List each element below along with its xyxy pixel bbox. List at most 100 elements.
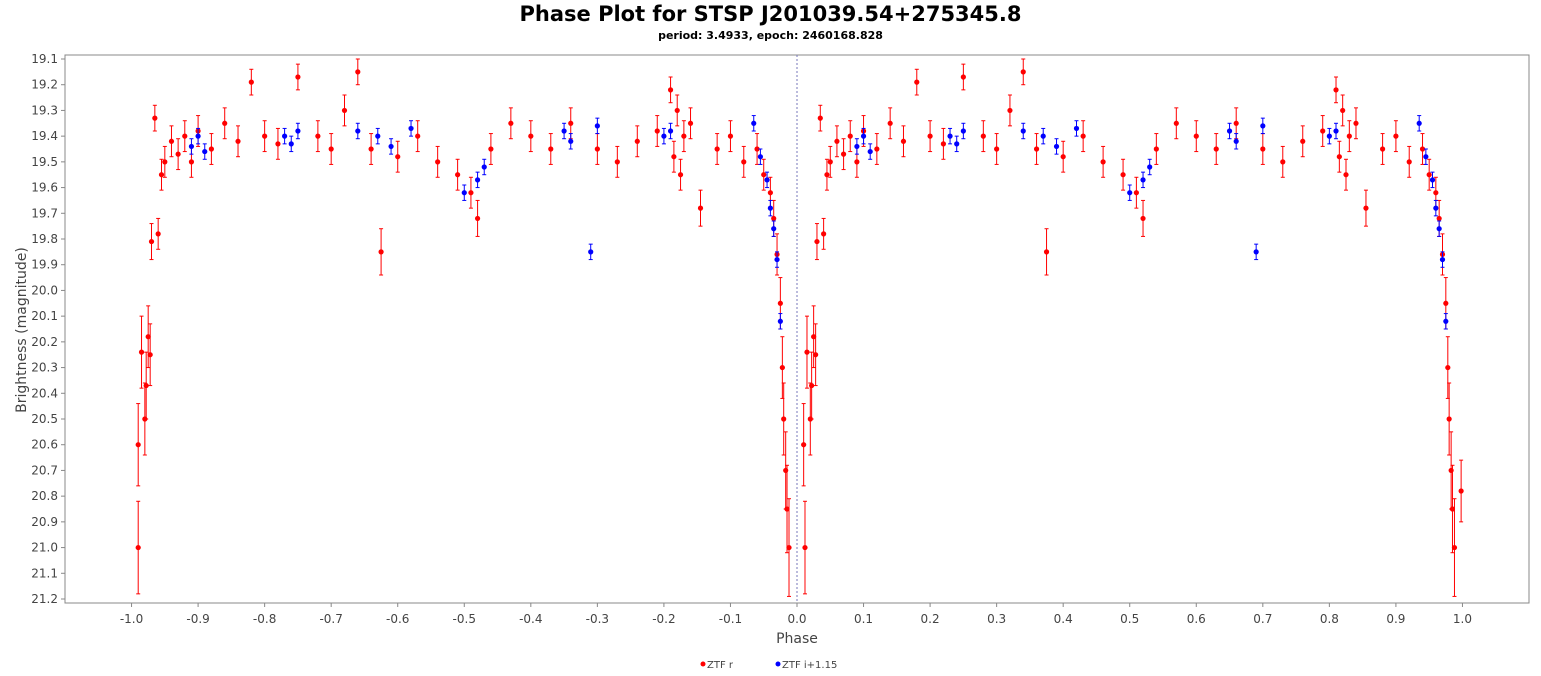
ztf-i-marker — [661, 133, 667, 139]
ztf-r-point — [341, 94, 348, 127]
ztf-r-point — [840, 138, 847, 171]
x-tick-label: 0.3 — [987, 612, 1006, 626]
ztf-r-marker — [415, 133, 421, 139]
ztf-r-point — [135, 403, 141, 487]
y-tick-label: 19.4 — [31, 129, 58, 143]
ztf-r-point — [1140, 199, 1146, 237]
x-tick-label: -0.9 — [186, 612, 209, 626]
ztf-r-marker — [262, 133, 268, 139]
ztf-i-marker — [594, 123, 600, 129]
ztf-i-point — [375, 127, 381, 145]
ztf-i-marker — [1253, 249, 1259, 255]
ztf-i-point — [954, 135, 960, 153]
ztf-r-point — [1363, 189, 1369, 227]
ztf-r-marker — [813, 352, 819, 358]
ztf-r-point — [148, 223, 155, 261]
ztf-r-point — [143, 351, 149, 420]
ztf-r-marker — [175, 151, 181, 157]
ztf-r-marker — [188, 159, 195, 165]
ztf-r-marker — [1406, 159, 1412, 165]
ztf-r-point — [1043, 228, 1050, 276]
ztf-r-marker — [548, 146, 554, 152]
ztf-r-marker — [802, 544, 808, 551]
y-tick-label: 21.2 — [31, 592, 58, 606]
x-tick-label: 0.0 — [787, 612, 806, 626]
ztf-r-marker — [727, 133, 734, 139]
ztf-r-point — [1353, 107, 1359, 140]
ztf-r-marker — [821, 231, 827, 237]
y-tick-label: 20.5 — [31, 412, 58, 426]
ztf-i-marker — [1416, 120, 1422, 126]
ztf-r-point — [1446, 382, 1452, 456]
ztf-r-point — [654, 115, 660, 147]
ztf-r-marker — [809, 382, 815, 389]
ztf-i-point — [1326, 127, 1332, 145]
ztf-r-marker — [435, 159, 441, 165]
ztf-i-point — [474, 171, 481, 189]
ztf-i-marker — [777, 318, 783, 324]
ztf-r-point — [714, 133, 720, 165]
ztf-i-point — [1140, 171, 1146, 189]
x-tick-label: -0.6 — [386, 612, 409, 626]
ztf-i-marker — [757, 154, 764, 160]
ztf-r-point — [1380, 133, 1386, 165]
ztf-i-marker — [375, 133, 381, 139]
x-tick-label: 0.7 — [1253, 612, 1272, 626]
ztf-r-point — [1007, 94, 1013, 127]
ztf-i-point — [767, 199, 773, 217]
ztf-i-marker — [767, 205, 773, 211]
ztf-r-marker — [980, 133, 986, 139]
ztf-r-marker — [1020, 69, 1026, 75]
y-tick-label: 19.1 — [31, 52, 58, 66]
ztf-i-marker — [1433, 205, 1439, 211]
y-tick-label: 19.9 — [31, 258, 58, 272]
ztf-i-marker — [1443, 318, 1449, 324]
ztf-r-point — [1336, 140, 1342, 173]
ztf-r-marker — [1153, 146, 1159, 152]
ztf-r-point — [222, 107, 228, 140]
ztf-r-marker — [834, 138, 840, 144]
ztf-r-point — [368, 133, 374, 165]
ztf-i-marker — [960, 128, 966, 134]
ztf-i-point — [1260, 117, 1266, 135]
ztf-r-marker — [135, 442, 141, 448]
legend-label-ztf-i: ZTF i+1.15 — [782, 660, 837, 671]
ztf-r-marker — [681, 133, 687, 139]
ztf-i-point — [960, 122, 966, 140]
ztf-r-marker — [147, 352, 153, 358]
series-ztf-r — [135, 58, 1464, 597]
ztf-i-marker — [1260, 123, 1266, 129]
ztf-r-marker — [781, 416, 787, 422]
ztf-r-marker — [840, 151, 847, 157]
ztf-r-point — [1173, 107, 1179, 140]
ztf-i-point — [561, 122, 567, 140]
ztf-r-marker — [801, 442, 807, 448]
ztf-r-marker — [1436, 215, 1442, 222]
ztf-r-marker — [1443, 300, 1449, 306]
ztf-r-point — [1153, 133, 1159, 165]
ztf-i-point — [1416, 115, 1422, 132]
y-tick-label: 20.0 — [31, 283, 58, 297]
ztf-r-marker — [771, 215, 777, 222]
y-tick-label: 19.5 — [31, 155, 58, 169]
ztf-r-marker — [145, 334, 151, 340]
ztf-i-point — [1433, 199, 1439, 217]
ztf-r-point — [1406, 145, 1412, 178]
ztf-r-marker — [468, 190, 474, 196]
chart-title: Phase Plot for STSP J201039.54+275345.8 — [519, 2, 1022, 26]
x-tick-label: 0.6 — [1187, 612, 1206, 626]
ztf-r-point — [821, 217, 827, 250]
ztf-r-marker — [1451, 544, 1458, 551]
ztf-r-point — [1100, 145, 1106, 178]
y-tick-label: 20.3 — [31, 361, 58, 375]
x-tick-label: -0.1 — [719, 612, 742, 626]
x-tick-label: -0.4 — [519, 612, 542, 626]
ztf-r-point — [667, 76, 674, 104]
ztf-i-marker — [860, 133, 867, 139]
ztf-r-point — [155, 217, 161, 250]
ztf-r-marker — [1060, 154, 1066, 160]
ztf-r-marker — [1419, 146, 1426, 152]
ztf-i-marker — [408, 125, 414, 132]
ztf-i-marker — [954, 141, 960, 147]
ztf-r-point — [1280, 145, 1286, 178]
